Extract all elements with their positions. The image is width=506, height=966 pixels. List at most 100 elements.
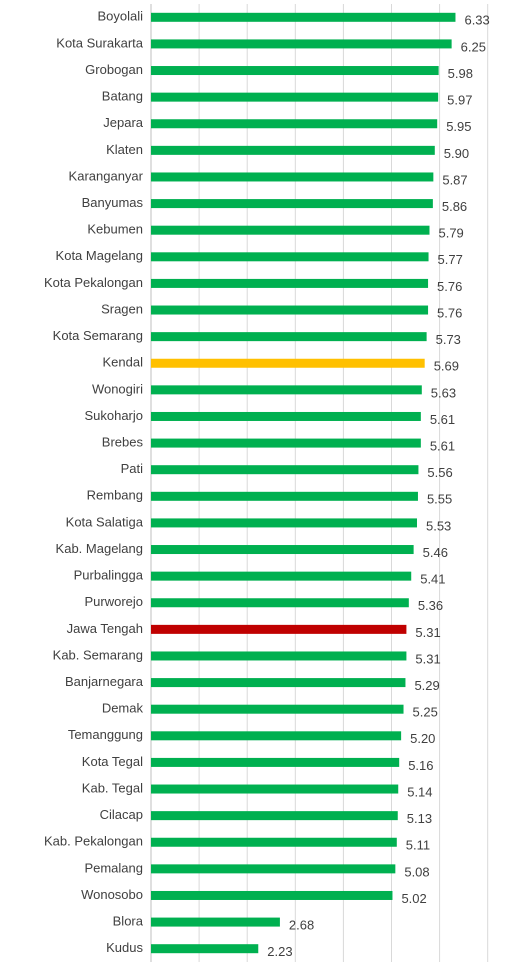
value-label: 5.76 — [437, 305, 462, 320]
category-label: Sragen — [101, 301, 143, 316]
category-label: Pati — [121, 461, 144, 476]
category-label: Jawa Tengah — [67, 621, 143, 636]
bar — [151, 66, 439, 76]
value-label: 5.98 — [448, 66, 473, 81]
category-label: Banyumas — [82, 195, 144, 210]
category-label: Brebes — [102, 435, 144, 450]
bar — [151, 757, 400, 767]
value-label: 5.46 — [423, 545, 448, 560]
bar — [151, 305, 429, 315]
category-label: Jepara — [103, 115, 144, 130]
value-label: 5.90 — [444, 146, 469, 161]
value-label: 5.87 — [442, 172, 467, 187]
bar — [151, 358, 425, 368]
category-label: Temanggung — [68, 727, 143, 742]
category-label: Karanganyar — [69, 168, 144, 183]
category-label: Kota Salatiga — [66, 514, 144, 529]
value-label: 5.95 — [446, 119, 471, 134]
bar — [151, 465, 419, 475]
bar — [151, 225, 430, 235]
category-label: Klaten — [106, 142, 143, 157]
value-label: 5.56 — [427, 465, 452, 480]
value-label: 5.76 — [437, 279, 462, 294]
value-label: 5.16 — [408, 758, 433, 773]
value-label: 5.08 — [404, 864, 429, 879]
value-label: 5.02 — [401, 891, 426, 906]
bar — [151, 518, 417, 528]
category-label: Pemalang — [84, 860, 143, 875]
bar — [151, 944, 259, 954]
value-label: 6.25 — [461, 39, 486, 54]
bar — [151, 278, 429, 288]
bar — [151, 491, 418, 501]
value-label: 5.29 — [414, 678, 439, 693]
category-label: Wonosobo — [81, 887, 143, 902]
category-label: Rembang — [87, 488, 143, 503]
bar — [151, 864, 396, 874]
bar — [151, 12, 456, 22]
category-label: Kudus — [106, 940, 143, 955]
category-label: Kab. Semarang — [53, 647, 143, 662]
category-label: Sukoharjo — [84, 408, 143, 423]
bar — [151, 624, 407, 634]
bar — [151, 92, 439, 102]
bar — [151, 252, 429, 262]
bar — [151, 411, 421, 421]
category-label: Boyolali — [97, 9, 143, 24]
category-label: Kebumen — [87, 222, 143, 237]
value-label: 5.36 — [418, 598, 443, 613]
value-label: 5.77 — [438, 252, 463, 267]
value-label: 2.68 — [289, 918, 314, 933]
value-label: 5.14 — [407, 784, 432, 799]
category-label: Banjarnegara — [65, 674, 144, 689]
bar — [151, 571, 412, 581]
bar — [151, 199, 433, 209]
category-label: Kota Pekalongan — [44, 275, 143, 290]
bar — [151, 837, 397, 847]
value-label: 5.11 — [406, 838, 430, 853]
value-label: 5.31 — [415, 625, 440, 640]
bar — [151, 438, 421, 448]
value-label: 5.97 — [447, 93, 472, 108]
bar — [151, 332, 427, 342]
category-label: Grobogan — [85, 62, 143, 77]
value-label: 5.79 — [438, 226, 463, 241]
value-label: 5.31 — [415, 651, 440, 666]
category-label: Kab. Magelang — [56, 541, 143, 556]
bar — [151, 704, 404, 714]
value-label: 5.41 — [420, 572, 445, 587]
bar — [151, 678, 406, 688]
category-label: Wonogiri — [92, 381, 143, 396]
bar — [151, 784, 399, 794]
category-label: Demak — [102, 701, 144, 716]
bar — [151, 651, 407, 661]
category-label: Kota Tegal — [82, 754, 143, 769]
value-label: 5.73 — [436, 332, 461, 347]
value-label: 5.53 — [426, 518, 451, 533]
value-label: 5.61 — [430, 412, 455, 427]
value-label: 5.13 — [407, 811, 432, 826]
bar — [151, 545, 414, 555]
value-label: 5.25 — [413, 705, 438, 720]
value-label: 5.61 — [430, 439, 455, 454]
bar — [151, 811, 398, 821]
category-label: Batang — [102, 89, 143, 104]
category-label: Kendal — [103, 355, 144, 370]
category-label: Kab. Pekalongan — [44, 834, 143, 849]
category-label: Cilacap — [100, 807, 143, 822]
value-label: 5.55 — [427, 492, 452, 507]
bar — [151, 598, 409, 608]
category-label: Kota Surakarta — [56, 35, 143, 50]
value-label: 5.20 — [410, 731, 435, 746]
bar — [151, 119, 438, 129]
category-label: Blora — [113, 914, 144, 929]
category-label: Kota Magelang — [56, 248, 143, 263]
bar — [151, 731, 402, 741]
category-label: Kab. Tegal — [82, 780, 143, 795]
bar — [151, 39, 452, 49]
category-label: Kota Semarang — [53, 328, 143, 343]
value-label: 5.86 — [442, 199, 467, 214]
value-label: 2.23 — [267, 944, 292, 959]
value-label: 6.33 — [464, 13, 489, 28]
